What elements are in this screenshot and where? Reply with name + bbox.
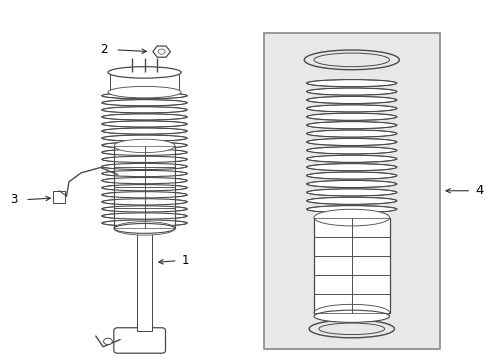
Bar bbox=[144, 146, 175, 167]
Bar bbox=[351, 256, 389, 275]
Ellipse shape bbox=[313, 304, 389, 321]
Bar bbox=[313, 217, 389, 313]
Ellipse shape bbox=[103, 338, 112, 345]
Ellipse shape bbox=[306, 130, 396, 137]
Bar bbox=[351, 217, 389, 237]
Text: 3: 3 bbox=[10, 193, 18, 206]
Bar bbox=[313, 237, 351, 256]
Ellipse shape bbox=[102, 100, 187, 106]
Bar bbox=[313, 217, 351, 237]
Bar bbox=[53, 191, 65, 203]
Ellipse shape bbox=[102, 185, 187, 191]
Ellipse shape bbox=[306, 113, 396, 120]
Bar bbox=[313, 256, 351, 275]
Ellipse shape bbox=[306, 105, 396, 112]
Ellipse shape bbox=[102, 142, 187, 148]
Ellipse shape bbox=[108, 86, 181, 98]
Ellipse shape bbox=[102, 135, 187, 141]
Ellipse shape bbox=[108, 67, 181, 78]
Bar bbox=[144, 208, 175, 228]
Bar bbox=[313, 275, 351, 294]
Bar bbox=[114, 146, 175, 228]
Ellipse shape bbox=[114, 224, 175, 233]
Ellipse shape bbox=[306, 147, 396, 154]
Bar bbox=[114, 167, 144, 187]
Bar bbox=[264, 33, 439, 348]
Ellipse shape bbox=[306, 96, 396, 104]
Ellipse shape bbox=[102, 163, 187, 170]
Ellipse shape bbox=[306, 138, 396, 145]
Ellipse shape bbox=[313, 209, 389, 226]
Ellipse shape bbox=[306, 189, 396, 196]
Ellipse shape bbox=[306, 197, 396, 204]
Ellipse shape bbox=[102, 199, 187, 205]
Ellipse shape bbox=[306, 172, 396, 179]
Ellipse shape bbox=[306, 122, 396, 129]
Ellipse shape bbox=[306, 88, 396, 95]
Ellipse shape bbox=[306, 80, 396, 87]
Ellipse shape bbox=[306, 155, 396, 162]
Bar bbox=[114, 187, 144, 208]
Ellipse shape bbox=[102, 192, 187, 198]
Ellipse shape bbox=[102, 220, 187, 226]
Ellipse shape bbox=[102, 107, 187, 113]
Ellipse shape bbox=[306, 206, 396, 213]
Ellipse shape bbox=[114, 139, 175, 153]
Bar bbox=[110, 72, 178, 92]
Ellipse shape bbox=[102, 156, 187, 162]
Bar bbox=[137, 202, 152, 330]
Text: 2: 2 bbox=[100, 43, 108, 56]
Bar bbox=[114, 208, 144, 228]
Ellipse shape bbox=[102, 93, 187, 99]
Bar bbox=[351, 237, 389, 256]
Ellipse shape bbox=[313, 310, 389, 323]
Ellipse shape bbox=[102, 206, 187, 212]
Ellipse shape bbox=[318, 323, 384, 334]
Ellipse shape bbox=[102, 128, 187, 134]
Ellipse shape bbox=[102, 170, 187, 177]
Bar bbox=[351, 275, 389, 294]
Bar bbox=[144, 187, 175, 208]
Ellipse shape bbox=[102, 149, 187, 156]
Ellipse shape bbox=[102, 213, 187, 219]
Text: 1: 1 bbox=[181, 254, 189, 267]
Ellipse shape bbox=[306, 180, 396, 188]
Ellipse shape bbox=[308, 320, 394, 338]
Bar bbox=[114, 146, 144, 167]
Bar bbox=[313, 294, 351, 313]
Ellipse shape bbox=[158, 49, 165, 54]
Ellipse shape bbox=[102, 114, 187, 120]
Ellipse shape bbox=[304, 50, 399, 70]
Ellipse shape bbox=[114, 222, 175, 235]
FancyBboxPatch shape bbox=[114, 328, 165, 353]
Ellipse shape bbox=[313, 53, 389, 67]
Ellipse shape bbox=[102, 121, 187, 127]
Ellipse shape bbox=[102, 177, 187, 184]
Ellipse shape bbox=[306, 163, 396, 171]
Bar bbox=[351, 294, 389, 313]
Text: 4: 4 bbox=[474, 184, 483, 197]
Bar bbox=[144, 167, 175, 187]
